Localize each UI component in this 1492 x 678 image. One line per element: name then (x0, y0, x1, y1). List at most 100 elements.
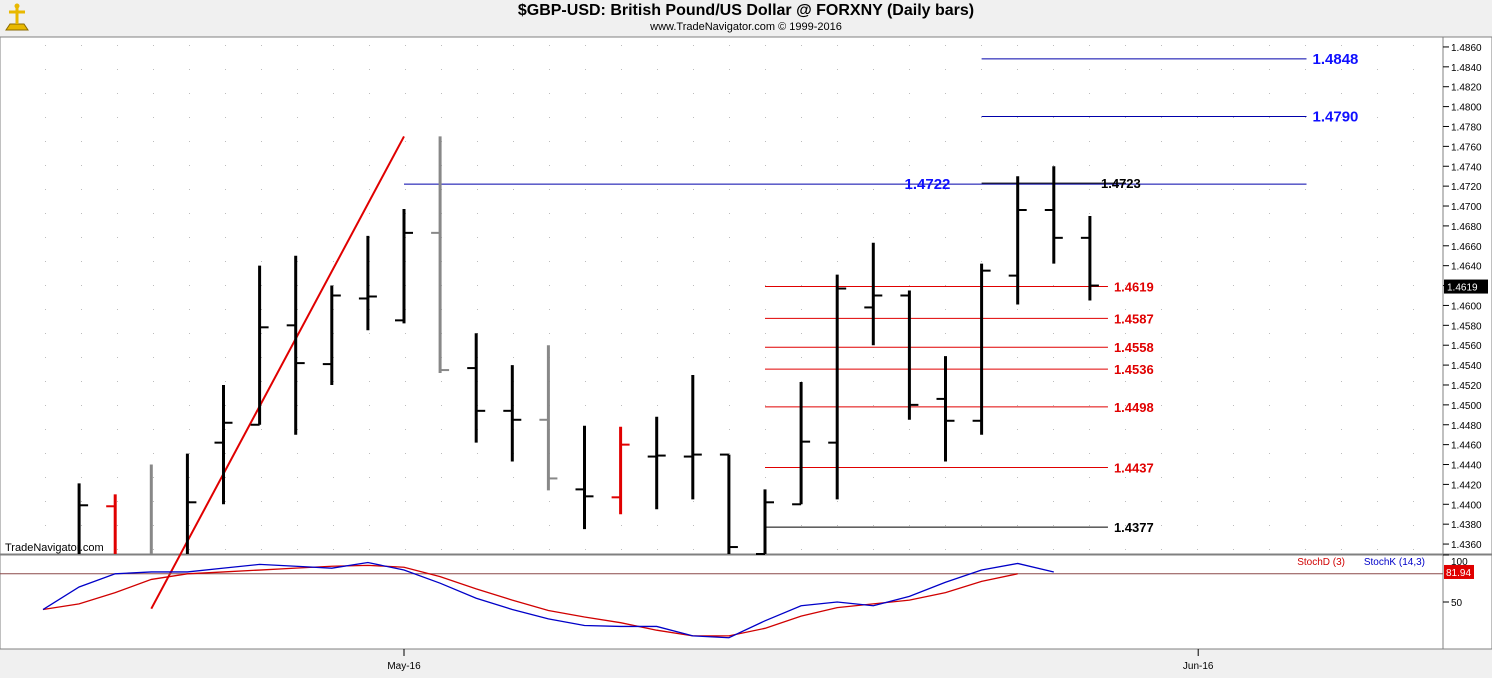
grid-dot (909, 261, 910, 262)
grid-dot (369, 429, 370, 430)
price-tick-label: 1.4660 (1451, 242, 1482, 253)
grid-dot (153, 285, 154, 286)
level-label: 1.4536 (1114, 362, 1154, 377)
grid-dot (189, 165, 190, 166)
ohlc-bar (395, 209, 413, 324)
ohlc-bar (683, 375, 702, 500)
grid-dot (909, 477, 910, 478)
grid-dot (945, 141, 946, 142)
grid-dot (513, 165, 514, 166)
grid-dot (153, 45, 154, 46)
grid-dot (981, 93, 982, 94)
grid-dot (1017, 45, 1018, 46)
grid-dot (585, 141, 586, 142)
grid-dot (1269, 429, 1270, 430)
grid-dot (585, 333, 586, 334)
grid-dot (441, 429, 442, 430)
grid-dot (1413, 333, 1414, 334)
ohlc-bar (1044, 166, 1063, 264)
grid-dot (1413, 453, 1414, 454)
grid-dot (621, 237, 622, 238)
grid-dot (513, 525, 514, 526)
grid-dot (1377, 117, 1378, 118)
grid-dot (873, 213, 874, 214)
grid-dot (225, 69, 226, 70)
watermark-text: TradeNavigator.com (5, 542, 104, 554)
grid-dot (1413, 213, 1414, 214)
grid-dot (1089, 477, 1090, 478)
grid-dot (873, 501, 874, 502)
grid-dot (693, 45, 694, 46)
grid-dot (1233, 525, 1234, 526)
grid-dot (117, 189, 118, 190)
ohlc-bar (611, 426, 630, 515)
grid-dot (765, 69, 766, 70)
grid-dot (909, 93, 910, 94)
grid-dot (765, 93, 766, 94)
grid-dot (297, 213, 298, 214)
grid-dot (261, 477, 262, 478)
grid-dot (1053, 117, 1054, 118)
grid-dot (621, 309, 622, 310)
grid-dot (981, 213, 982, 214)
grid-dot (837, 69, 838, 70)
grid-dot (441, 69, 442, 70)
level-label: 1.4437 (1114, 461, 1154, 476)
grid-dot (153, 357, 154, 358)
grid-dot (693, 117, 694, 118)
price-tick-label: 1.4680 (1451, 222, 1482, 233)
grid-dot (1161, 309, 1162, 310)
grid-dot (549, 501, 550, 502)
grid-dot (1377, 309, 1378, 310)
grid-dot (513, 237, 514, 238)
price-tick-label: 1.4700 (1451, 202, 1482, 213)
grid-dot (1053, 381, 1054, 382)
grid-dot (1161, 189, 1162, 190)
grid-dot (909, 501, 910, 502)
grid-dot (549, 285, 550, 286)
grid-dot (873, 477, 874, 478)
grid-dot (1125, 453, 1126, 454)
grid-dot (117, 453, 118, 454)
grid-dot (117, 237, 118, 238)
ohlc-bar (972, 263, 991, 435)
grid-dot (1413, 405, 1414, 406)
grid-dot (225, 405, 226, 406)
grid-dot (153, 333, 154, 334)
grid-dot (729, 189, 730, 190)
grid-dot (1089, 357, 1090, 358)
grid-dot (1269, 165, 1270, 166)
grid-dot (189, 405, 190, 406)
grid-dot (765, 117, 766, 118)
grid-dot (657, 333, 658, 334)
grid-dot (765, 453, 766, 454)
grid-dot (801, 189, 802, 190)
grid-dot (441, 45, 442, 46)
grid-dot (765, 477, 766, 478)
ohlc-bar (431, 136, 450, 374)
stoch-tick-label: 100 (1451, 557, 1468, 568)
grid-dot (81, 453, 82, 454)
grid-dot (1089, 93, 1090, 94)
grid-dot (765, 309, 766, 310)
grid-dot (1161, 69, 1162, 70)
grid-dot (333, 93, 334, 94)
grid-dot (1161, 405, 1162, 406)
grid-dot (657, 357, 658, 358)
grid-dot (585, 69, 586, 70)
grid-dot (621, 285, 622, 286)
grid-dot (981, 525, 982, 526)
grid-dot (693, 501, 694, 502)
grid-dot (1233, 141, 1234, 142)
grid-dot (1377, 69, 1378, 70)
grid-dot (1053, 549, 1054, 550)
grid-dot (513, 549, 514, 550)
grid-dot (765, 141, 766, 142)
grid-dot (837, 93, 838, 94)
grid-dot (873, 117, 874, 118)
grid-dot (117, 405, 118, 406)
grid-dot (297, 477, 298, 478)
grid-dot (801, 357, 802, 358)
grid-dot (81, 93, 82, 94)
grid-dot (1269, 405, 1270, 406)
